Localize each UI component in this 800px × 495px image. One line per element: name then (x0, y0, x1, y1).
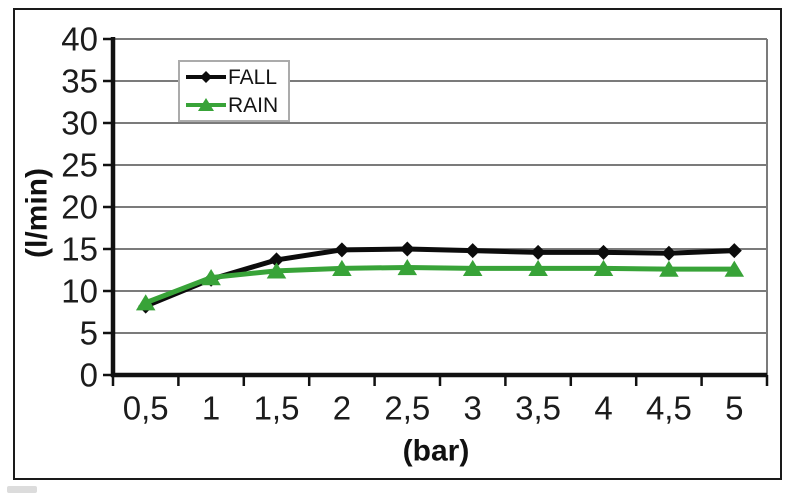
x-tick-label: 4,5 (646, 390, 692, 427)
rain-triangle-marker-icon (186, 98, 226, 111)
y-tick-label: 20 (61, 189, 98, 226)
x-tick-label: 3 (464, 390, 482, 427)
plot-area: 0 5 10 15 20 25 30 35 40 0,5 1 1,5 2 2,5 3 3,5 4 4,5 5 (61, 21, 769, 427)
series-marker-fall (726, 243, 742, 259)
x-tick-label: 1 (202, 390, 220, 427)
y-tick-label: 0 (80, 357, 98, 394)
series-marker-fall (334, 242, 350, 258)
x-tick-label: 5 (725, 390, 743, 427)
y-axis-title: (l/min) (21, 168, 54, 258)
series-line-rain (144, 264, 735, 306)
series-marker-rain (528, 259, 548, 276)
x-tick-label: 3,5 (515, 390, 561, 427)
y-tick-label: 30 (61, 105, 98, 142)
legend-label-fall: FALL (228, 65, 278, 89)
series-marker-rain (462, 259, 483, 276)
x-tick-label: 1,5 (254, 390, 300, 427)
series-marker-fall (269, 252, 284, 268)
fall-diamond-marker-icon (186, 71, 226, 83)
series-line-fall (144, 246, 735, 309)
x-tick-label: 2,5 (384, 390, 430, 427)
series-marker-rain (266, 262, 287, 279)
series-marker-fall (399, 241, 415, 257)
y-tick-label: 40 (61, 21, 98, 58)
series-marker-rain (135, 294, 156, 311)
y-tick-label: 10 (61, 273, 98, 310)
x-tick-label: 2 (333, 390, 351, 427)
x-axis-title: (bar) (403, 435, 470, 468)
y-tick-label: 5 (80, 315, 98, 352)
series-marker-fall (596, 244, 611, 260)
series-marker-rain (724, 260, 745, 277)
legend-marker (198, 98, 214, 111)
x-tick-label: 4 (594, 390, 612, 427)
y-tick-label: 35 (61, 63, 98, 100)
series-marker-rain (201, 269, 221, 286)
x-tick-label: 0,5 (123, 390, 169, 427)
series-marker-fall (465, 243, 481, 259)
series-marker-rain (659, 260, 679, 277)
series-marker-rain (397, 258, 418, 276)
series-marker-fall (661, 245, 677, 261)
legend-item-rain: RAIN (185, 92, 288, 118)
y-tick-label: 15 (61, 231, 98, 268)
series-marker-fall (530, 244, 546, 260)
scan-artifact (7, 486, 37, 493)
series-marker-rain (332, 259, 352, 276)
legend: FALL RAIN (178, 60, 290, 122)
legend-item-fall: FALL (185, 64, 288, 90)
legend-marker (200, 71, 212, 83)
legend-label-rain: RAIN (228, 93, 279, 117)
y-tick-label: 25 (61, 147, 98, 184)
series-marker-rain (593, 259, 614, 276)
figure-frame (13, 8, 782, 480)
